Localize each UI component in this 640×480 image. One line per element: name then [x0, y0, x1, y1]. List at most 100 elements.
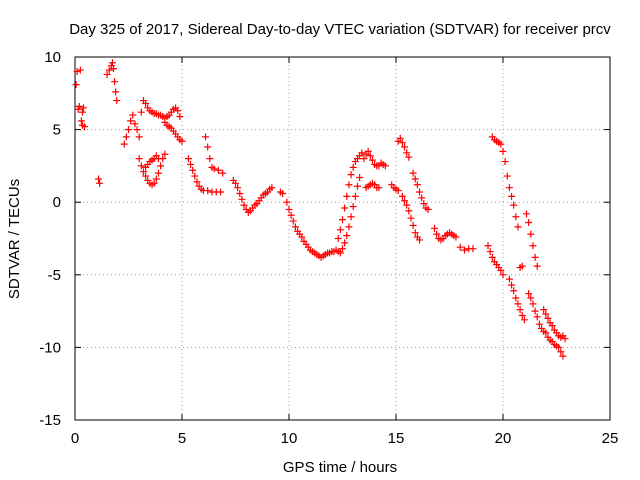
data-point [291, 223, 299, 231]
data-point [142, 99, 150, 107]
data-point [336, 249, 344, 257]
data-point [488, 253, 496, 261]
data-point [341, 239, 349, 247]
data-point [184, 155, 192, 163]
data-point [416, 236, 424, 244]
data-point [137, 108, 145, 116]
data-point [341, 204, 349, 212]
data-point [559, 352, 567, 360]
data-point [95, 175, 103, 183]
data-point [232, 179, 239, 187]
y-tick-labels: -15 -10 -5 0 5 10 [39, 49, 61, 429]
data-point [505, 275, 513, 283]
data-point [189, 166, 197, 174]
data-point [514, 300, 522, 308]
data-point [523, 210, 531, 218]
data-point [531, 307, 539, 315]
data-point [77, 117, 85, 125]
data-point [135, 155, 143, 163]
data-point [343, 192, 351, 200]
data-point [236, 189, 244, 197]
data-point [105, 66, 113, 74]
data-point [343, 232, 351, 240]
data-point [456, 243, 464, 251]
data-point [125, 126, 132, 134]
x-axis-label: GPS time / hours [283, 459, 397, 476]
data-point [75, 102, 83, 110]
data-point [529, 300, 537, 308]
data-point [405, 207, 413, 215]
data-point [174, 107, 182, 115]
data-point [413, 181, 421, 189]
data-point [529, 242, 537, 250]
data-point [210, 165, 218, 173]
data-point [405, 153, 413, 161]
x-tick-label: 25 [602, 430, 619, 447]
data-point [268, 184, 276, 192]
data-point [398, 139, 406, 147]
data-point [512, 213, 520, 221]
data-point [433, 230, 441, 238]
data-point [381, 162, 389, 170]
data-point [351, 192, 359, 200]
data-point [533, 313, 541, 321]
data-point [394, 187, 402, 195]
data-point [540, 306, 548, 314]
data-point [510, 287, 518, 295]
data-point [401, 197, 409, 205]
data-point [152, 175, 160, 183]
data-point [416, 188, 424, 196]
data-point [531, 253, 539, 261]
y-tick-label: 10 [44, 49, 61, 66]
data-point [81, 123, 89, 131]
data-point [356, 174, 364, 182]
data-point [204, 187, 212, 195]
y-tick-label: 0 [53, 194, 61, 211]
data-point [469, 245, 477, 253]
data-point [217, 188, 225, 196]
data-point [347, 213, 355, 221]
data-point [409, 169, 417, 177]
data-point [72, 81, 80, 89]
data-point [358, 149, 366, 157]
data-point [520, 316, 528, 324]
data-point [431, 224, 439, 232]
data-point [499, 271, 507, 279]
data-point [512, 294, 520, 302]
data-point [403, 149, 411, 157]
x-tick-label: 5 [178, 430, 186, 447]
data-point [368, 156, 376, 164]
data-point [108, 59, 116, 67]
data-point [191, 172, 199, 180]
data-point [157, 162, 165, 170]
data-point [398, 192, 406, 200]
data-point [409, 221, 417, 229]
y-tick-label: 5 [53, 122, 61, 139]
y-tick-label: -15 [39, 412, 61, 429]
data-point [544, 314, 552, 322]
y-tick-label: -5 [48, 267, 61, 284]
data-point [345, 181, 353, 189]
data-point [161, 150, 169, 158]
data-point [418, 194, 426, 202]
data-point [542, 310, 550, 318]
data-point [514, 223, 522, 231]
data-points [72, 59, 569, 360]
x-tick-label: 0 [71, 430, 79, 447]
data-point [375, 184, 383, 192]
data-point [334, 235, 342, 242]
data-point [396, 134, 404, 142]
data-point [360, 155, 368, 163]
data-point [287, 211, 295, 219]
data-point [535, 320, 543, 328]
data-point [76, 66, 84, 74]
data-point [298, 233, 306, 241]
data-point [80, 104, 88, 112]
data-point [555, 343, 563, 351]
data-point [420, 200, 428, 208]
x-tick-labels: 0 5 10 15 20 25 [71, 430, 619, 447]
data-point [411, 229, 419, 237]
data-point [527, 230, 535, 238]
